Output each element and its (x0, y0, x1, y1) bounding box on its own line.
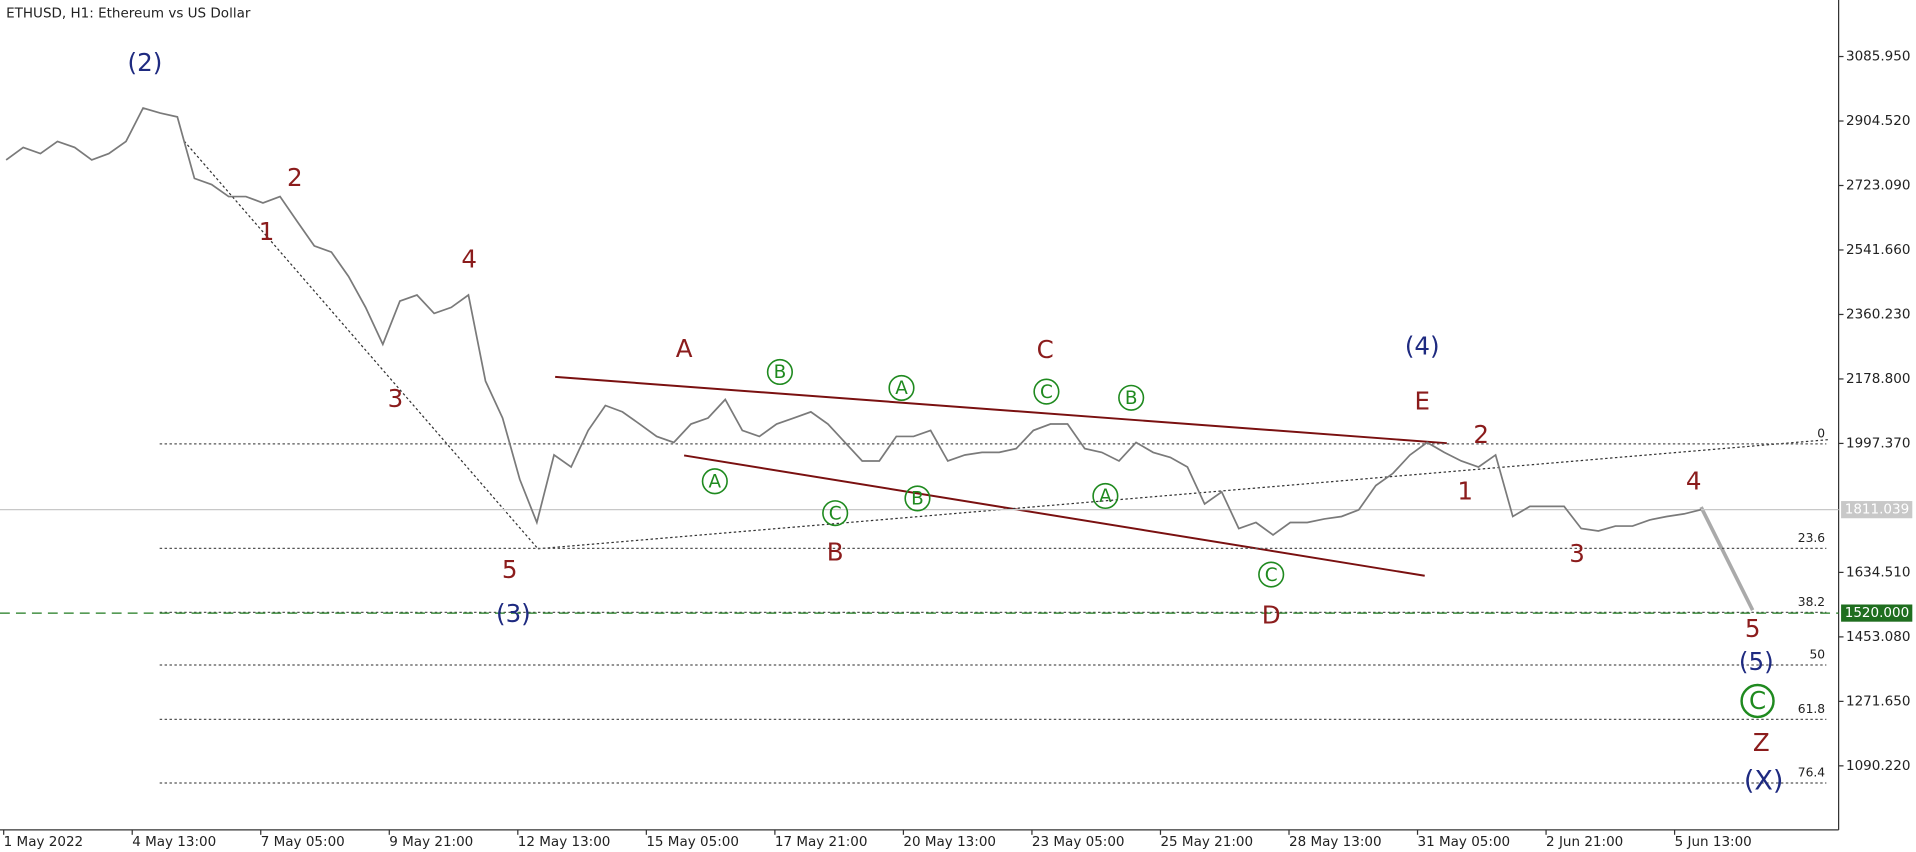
x-tick-label: 31 May 05:00 (1418, 834, 1511, 850)
wave-label: 4 (461, 244, 477, 273)
x-tick-label: 23 May 05:00 (1032, 834, 1125, 850)
price-line-series (5, 107, 1702, 536)
x-tick-label: 17 May 21:00 (775, 834, 868, 850)
wave-label: C (829, 503, 842, 524)
wave-label: A (709, 471, 722, 492)
wave-label: C (1037, 335, 1054, 364)
wave-label: 3 (1569, 539, 1585, 568)
wave-label: 3 (388, 384, 404, 413)
wave-label: 2 (287, 163, 303, 192)
wave-label: C (1040, 382, 1053, 403)
circle (1740, 683, 1775, 719)
y-tick-label: 2178.800 (1846, 371, 1910, 387)
circle (701, 468, 728, 495)
y-tick-label: 2360.230 (1846, 306, 1910, 322)
circle (904, 485, 931, 512)
fib-label: 61.8 (1798, 702, 1825, 716)
x-tick-label: 25 May 21:00 (1160, 834, 1253, 850)
fib-label: 50 (1810, 648, 1826, 662)
wave-label: B (911, 489, 924, 510)
x-tick-label: 15 May 05:00 (646, 834, 739, 850)
target-box (1841, 604, 1913, 622)
y-tick-label: 1634.510 (1846, 564, 1910, 580)
channel-top (555, 375, 1447, 445)
wave-label: B (774, 362, 787, 383)
price-box (1841, 501, 1913, 519)
wave-label: (5) (1739, 647, 1774, 676)
circle (1033, 378, 1060, 405)
wave-label: Z (1753, 728, 1770, 757)
wave-label: B (827, 538, 844, 567)
trend-dotted (183, 140, 539, 550)
wave-label: E (1415, 387, 1431, 416)
wave-label: C (1749, 686, 1766, 715)
wave-label: (2) (128, 48, 163, 77)
y-tick-label: 3085.950 (1846, 49, 1910, 65)
y-tick-label: 2723.090 (1846, 177, 1910, 193)
wave-label: D (1262, 600, 1281, 629)
wave-label: (4) (1405, 331, 1440, 360)
y-tick-label: 1271.650 (1846, 693, 1910, 709)
wave-label: 2 (1473, 420, 1489, 449)
y-tick-label: 2541.660 (1846, 242, 1910, 258)
target-label: 1520.000 (1845, 605, 1909, 621)
price-label: 1811.039 (1845, 502, 1909, 518)
wave-label: A (895, 378, 908, 399)
x-tick-label: 4 May 13:00 (132, 834, 216, 850)
wave-label: B (1125, 388, 1138, 409)
fib-label: 23.6 (1798, 531, 1826, 545)
x-tick-label: 5 Jun 13:00 (1675, 834, 1752, 850)
circle (1092, 482, 1119, 510)
y-tick-label: 1090.220 (1846, 758, 1910, 774)
circle (1118, 384, 1145, 411)
fib-label: 38.2 (1798, 595, 1825, 609)
x-tick-label: 1 May 2022 (4, 834, 83, 850)
fib-label: 0 (1817, 427, 1825, 441)
wave-label: 5 (502, 555, 518, 584)
circle (822, 500, 849, 527)
x-tick-label: 9 May 21:00 (389, 834, 473, 850)
circle (1258, 561, 1285, 588)
x-tick-label: 12 May 13:00 (518, 834, 611, 850)
wave-label: 5 (1745, 614, 1761, 643)
y-tick-label: 1997.370 (1846, 435, 1910, 451)
x-tick-label: 2 Jun 21:00 (1546, 834, 1623, 850)
wave-label: 1 (1457, 476, 1473, 505)
circle (766, 358, 793, 386)
wave-label: C (1265, 565, 1278, 586)
wave-label: (X) (1744, 766, 1784, 797)
wave-label: 1 (259, 217, 275, 246)
x-tick-label: 20 May 13:00 (903, 834, 996, 850)
projection (1699, 506, 1755, 611)
y-tick-label: 2904.520 (1846, 113, 1910, 129)
channel-bottom (683, 454, 1425, 577)
x-tick-label: 28 May 13:00 (1289, 834, 1382, 850)
wave-label: A (676, 334, 693, 363)
annotations: (2) 2 1 4 3 5 (3) A B A C C B (4) E 2 1 … (128, 48, 1784, 797)
x-tick-label: 7 May 05:00 (261, 834, 345, 850)
wave-label: A (1099, 486, 1112, 507)
circle (888, 374, 915, 402)
wave-label: (3) (496, 599, 531, 628)
chart-title: ETHUSD, H1: Ethereum vs US Dollar (6, 6, 251, 22)
y-tick-label: 1453.080 (1846, 629, 1910, 645)
fib-label: 76.4 (1798, 766, 1826, 780)
wave-label: 4 (1686, 466, 1702, 495)
